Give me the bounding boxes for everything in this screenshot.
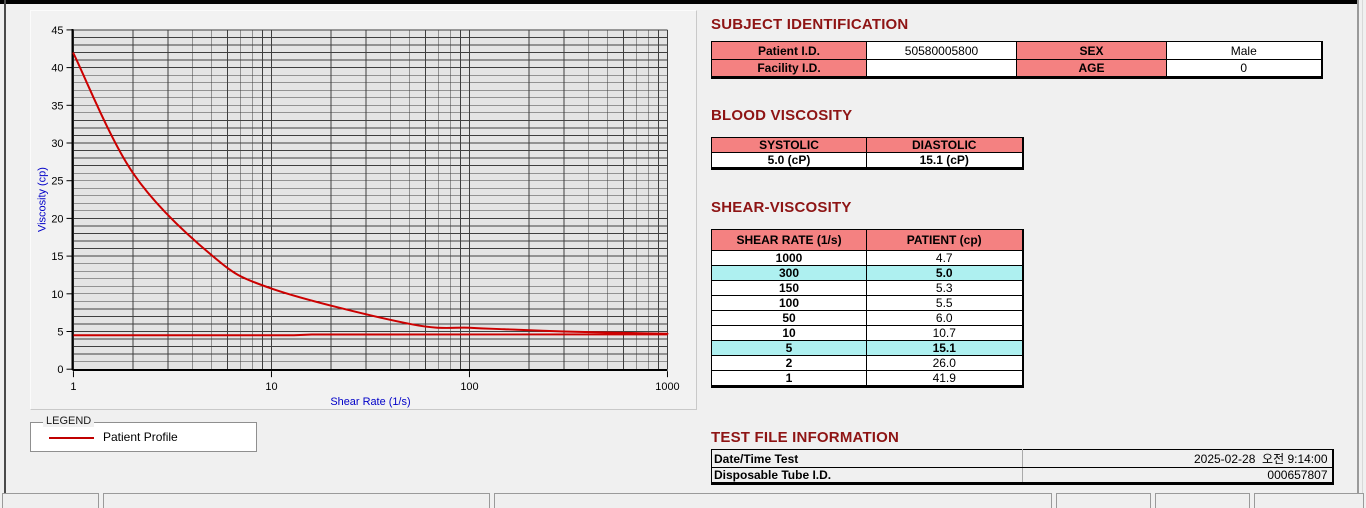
patient-cp-cell: 15.1 bbox=[866, 340, 1023, 356]
shear-viscosity-title: SHEAR-VISCOSITY bbox=[711, 199, 852, 216]
window-left-border bbox=[4, 0, 6, 508]
table-row: 50 6.0 bbox=[711, 310, 1023, 326]
shear-rate-cell: 5 bbox=[711, 340, 867, 356]
shear-rate-cell: 300 bbox=[711, 265, 867, 281]
patient-cp-cell: 10.7 bbox=[866, 325, 1023, 341]
table-row: Facility I.D. AGE 0 bbox=[711, 59, 1322, 78]
systolic-label: SYSTOLIC bbox=[711, 137, 867, 153]
svg-text:15: 15 bbox=[51, 251, 63, 263]
blood-viscosity-title: BLOOD VISCOSITY bbox=[711, 107, 853, 124]
table-row: Date/Time Test 2025-02-28 오전 9:14:00 bbox=[711, 449, 1333, 468]
table-row: 1000 4.7 bbox=[711, 250, 1023, 266]
viscosity-chart-svg: 0 5 10 15 20 25 30 35 40 45 1 10 100 1000 Shear Rate (… bbox=[37, 25, 680, 408]
legend-entry-label: Patient Profile bbox=[103, 430, 178, 444]
test-file-information-title: TEST FILE INFORMATION bbox=[711, 429, 900, 446]
patient-id-label: Patient I.D. bbox=[711, 41, 867, 60]
bottom-panel bbox=[2, 493, 99, 508]
viscosity-chart-panel: 0 5 10 15 20 25 30 35 40 45 1 10 100 1000 Shear Rate (… bbox=[30, 10, 697, 410]
subject-identification-title: SUBJECT IDENTIFICATION bbox=[711, 16, 909, 33]
patient-cp-header: PATIENT (cp) bbox=[866, 229, 1023, 251]
svg-text:1: 1 bbox=[70, 381, 76, 393]
sex-label: SEX bbox=[1016, 41, 1167, 60]
sex-value: Male bbox=[1166, 41, 1322, 60]
table-row: 1 41.9 bbox=[711, 370, 1023, 387]
facility-id-label: Facility I.D. bbox=[711, 59, 867, 78]
svg-text:5: 5 bbox=[57, 326, 63, 338]
svg-text:25: 25 bbox=[51, 176, 63, 188]
table-row: Disposable Tube I.D. 000657807 bbox=[711, 467, 1333, 485]
blood-viscosity-table: SYSTOLIC DIASTOLIC 5.0 (cP) 15.1 (cP) bbox=[711, 137, 1024, 170]
shear-rate-cell: 150 bbox=[711, 280, 867, 296]
patient-id-value: 50580005800 bbox=[866, 41, 1017, 60]
patient-cp-cell: 5.3 bbox=[866, 280, 1023, 296]
bottom-panel bbox=[494, 493, 1052, 508]
bottom-panel bbox=[103, 493, 490, 508]
age-value: 0 bbox=[1166, 59, 1322, 78]
window-top-border bbox=[0, 0, 1357, 4]
shear-table-body: 1000 4.7 300 5.0 150 5.3 100 5.5 50 6.0 10 10.7 5 15.… bbox=[711, 250, 1023, 387]
diastolic-value: 15.1 (cP) bbox=[866, 152, 1023, 169]
svg-text:0: 0 bbox=[57, 364, 63, 376]
table-row: 150 5.3 bbox=[711, 280, 1023, 296]
svg-text:100: 100 bbox=[460, 381, 478, 393]
shear-viscosity-table: SHEAR RATE (1/s) PATIENT (cp) 1000 4.7 300… bbox=[711, 229, 1024, 388]
table-row: 10 10.7 bbox=[711, 325, 1023, 341]
bottom-panel bbox=[1254, 493, 1364, 508]
patient-cp-cell: 5.5 bbox=[866, 295, 1023, 311]
patient-cp-cell: 41.9 bbox=[866, 370, 1023, 387]
table-row: Patient I.D. 50580005800 SEX Male bbox=[711, 41, 1322, 60]
table-row: 5.0 (cP) 15.1 (cP) bbox=[711, 152, 1023, 169]
svg-text:1000: 1000 bbox=[655, 381, 679, 393]
patient-cp-cell: 6.0 bbox=[866, 310, 1023, 326]
patient-cp-cell: 5.0 bbox=[866, 265, 1023, 281]
svg-text:35: 35 bbox=[51, 100, 63, 112]
svg-text:20: 20 bbox=[51, 213, 63, 225]
date-time-test-label: Date/Time Test bbox=[711, 449, 1023, 468]
svg-text:10: 10 bbox=[51, 289, 63, 301]
shear-rate-cell: 10 bbox=[711, 325, 867, 341]
diastolic-label: DIASTOLIC bbox=[866, 137, 1023, 153]
disposable-tube-id-label: Disposable Tube I.D. bbox=[711, 467, 1023, 485]
table-row: 5 15.1 bbox=[711, 340, 1023, 356]
shear-rate-cell: 1 bbox=[711, 370, 867, 387]
systolic-value: 5.0 (cP) bbox=[711, 152, 867, 169]
window-right-border-highlight bbox=[1362, 0, 1363, 508]
svg-text:30: 30 bbox=[51, 138, 63, 150]
age-label: AGE bbox=[1016, 59, 1167, 78]
shear-rate-cell: 1000 bbox=[711, 250, 867, 266]
table-row: 2 26.0 bbox=[711, 355, 1023, 371]
shear-rate-cell: 50 bbox=[711, 310, 867, 326]
subject-identification-table: Patient I.D. 50580005800 SEX Male Facili… bbox=[711, 41, 1323, 79]
svg-text:10: 10 bbox=[265, 381, 277, 393]
table-row: 300 5.0 bbox=[711, 265, 1023, 281]
test-file-information-table: Date/Time Test 2025-02-28 오전 9:14:00 Dis… bbox=[711, 449, 1334, 485]
shear-rate-cell: 2 bbox=[711, 355, 867, 371]
table-row: 100 5.5 bbox=[711, 295, 1023, 311]
shear-rate-header: SHEAR RATE (1/s) bbox=[711, 229, 867, 251]
patient-cp-cell: 26.0 bbox=[866, 355, 1023, 371]
window-right-border bbox=[1357, 0, 1359, 508]
table-row: SYSTOLIC DIASTOLIC bbox=[711, 137, 1023, 153]
patient-cp-cell: 4.7 bbox=[866, 250, 1023, 266]
svg-text:Viscosity (cp): Viscosity (cp) bbox=[37, 167, 49, 232]
facility-id-value bbox=[866, 59, 1017, 78]
disposable-tube-id-value: 000657807 bbox=[1022, 467, 1333, 485]
svg-text:Shear Rate (1/s): Shear Rate (1/s) bbox=[330, 396, 410, 408]
bottom-panel bbox=[1056, 493, 1151, 508]
svg-text:40: 40 bbox=[51, 63, 63, 75]
legend-title: LEGEND bbox=[43, 415, 95, 427]
legend-box: LEGEND Patient Profile bbox=[30, 415, 257, 452]
table-row: SHEAR RATE (1/s) PATIENT (cp) bbox=[711, 229, 1023, 251]
legend-line-sample bbox=[49, 437, 94, 439]
date-time-test-value: 2025-02-28 오전 9:14:00 bbox=[1022, 449, 1333, 468]
svg-text:45: 45 bbox=[51, 25, 63, 37]
bottom-panel bbox=[1155, 493, 1250, 508]
shear-rate-cell: 100 bbox=[711, 295, 867, 311]
